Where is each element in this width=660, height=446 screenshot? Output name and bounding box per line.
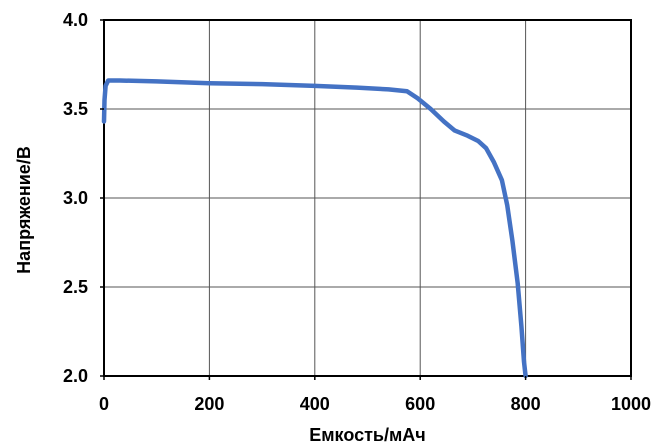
x-tick-label: 600 <box>405 394 435 414</box>
x-tick-label: 800 <box>511 394 541 414</box>
x-axis-title: Емкость/мАч <box>309 425 426 445</box>
discharge-curve <box>101 78 528 379</box>
y-tick-label: 2.5 <box>63 277 88 297</box>
y-axis-title: Напряжение/В <box>14 146 34 274</box>
y-tick-label: 2.0 <box>63 366 88 386</box>
series-layer <box>101 78 528 379</box>
y-tick-label: 4.0 <box>63 10 88 30</box>
x-tick-label: 400 <box>300 394 330 414</box>
x-tick-label: 1000 <box>611 394 651 414</box>
y-tick-label: 3.5 <box>63 99 88 119</box>
y-tick-label: 3.0 <box>63 188 88 208</box>
x-tick-labels: 0 200 400 600 800 1000 <box>99 376 651 414</box>
y-tick-labels: 2.0 2.5 3.0 3.5 4.0 <box>63 10 104 386</box>
x-tick-label: 200 <box>194 394 224 414</box>
grid <box>104 20 631 376</box>
x-tick-label: 0 <box>99 394 109 414</box>
